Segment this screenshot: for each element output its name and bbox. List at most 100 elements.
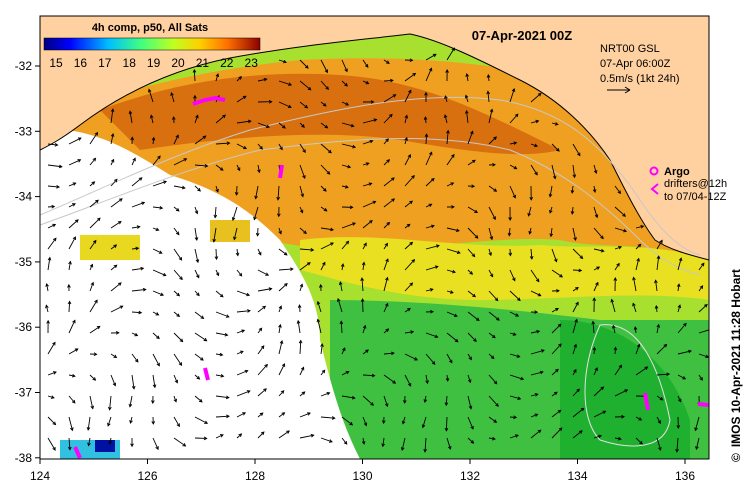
current-arrow-head — [316, 318, 321, 323]
current-arrow-head — [352, 222, 357, 226]
current-arrow-head — [548, 193, 553, 198]
current-time-label: 07-Apr 06:00Z — [600, 58, 671, 70]
current-arrow-head — [600, 235, 604, 240]
current-arrow — [446, 182, 454, 187]
current-arrow-head — [163, 180, 168, 185]
current-arrow-head — [636, 257, 640, 262]
current-arrow-head — [381, 420, 386, 425]
current-arrow-head — [92, 157, 97, 162]
current-arrow — [341, 59, 348, 72]
current-arrow — [297, 320, 301, 334]
current-arrow — [215, 434, 224, 439]
current-arrow — [255, 185, 259, 199]
current-arrow — [47, 437, 56, 451]
current-arrow-head — [225, 395, 230, 400]
current-arrow — [530, 371, 543, 376]
current-arrow-head — [130, 443, 134, 448]
current-arrow — [614, 227, 627, 232]
current-arrow — [698, 329, 709, 334]
current-arrow — [278, 390, 285, 397]
current-arrow — [572, 319, 578, 334]
current-arrow — [215, 353, 223, 356]
current-arrow-head — [296, 319, 301, 324]
current-arrow-head — [298, 339, 303, 344]
current-arrow-head — [555, 308, 559, 312]
current-arrow-head — [302, 149, 306, 154]
current-arrow — [551, 343, 562, 355]
current-arrow-head — [345, 370, 350, 375]
plot-area — [40, 16, 712, 459]
current-arrow-head — [258, 251, 262, 256]
current-arrow — [215, 142, 230, 145]
current-arrow-head — [117, 221, 122, 225]
current-arrow — [635, 416, 642, 421]
current-arrow — [68, 395, 76, 404]
current-arrow-head — [268, 287, 273, 291]
current-arrow — [402, 416, 406, 424]
current-arrow — [530, 143, 538, 147]
current-arrow-head — [443, 114, 448, 119]
current-arrow-head — [235, 252, 240, 257]
current-arrow-head — [363, 422, 368, 427]
current-arrow — [362, 119, 377, 124]
current-arrow — [173, 332, 183, 342]
current-arrow-head — [361, 261, 366, 266]
plot-frame — [39, 15, 710, 460]
current-arrow — [551, 248, 557, 262]
current-arrow — [129, 416, 133, 424]
current-arrow — [236, 433, 242, 439]
current-arrow-head — [50, 395, 55, 399]
current-arrow — [68, 219, 79, 229]
current-arrow-head — [493, 136, 497, 140]
current-arrow-head — [534, 310, 539, 314]
current-arrow — [257, 122, 270, 128]
current-arrow-head — [281, 363, 286, 367]
current-arrow — [632, 303, 637, 313]
current-arrow-head — [558, 343, 562, 348]
current-arrow-head — [278, 305, 283, 310]
current-arrow — [299, 262, 311, 271]
current-arrow-head — [409, 200, 413, 205]
argo-marker-icon — [649, 166, 659, 176]
current-arrow-head — [709, 328, 712, 331]
current-arrow-head — [429, 151, 433, 156]
current-arrow-head — [434, 334, 439, 339]
current-arrow-head — [324, 69, 328, 74]
current-arrow — [299, 101, 308, 109]
current-arrow-head — [72, 182, 77, 186]
current-arrow — [530, 248, 533, 259]
current-arrow — [635, 225, 644, 229]
current-arrow — [444, 114, 448, 124]
current-arrow — [572, 248, 583, 259]
current-arrow-head — [360, 298, 365, 302]
current-arrow-head — [449, 290, 454, 294]
current-arrow-head — [579, 255, 584, 260]
current-arrow-head — [450, 182, 455, 186]
current-arrow-head — [300, 366, 305, 371]
current-arrow-head — [265, 272, 270, 276]
current-arrow — [215, 374, 224, 377]
current-arrow-head — [592, 346, 597, 351]
current-arrow — [655, 280, 658, 292]
current-arrow-head — [602, 410, 607, 414]
current-arrow-head — [654, 304, 659, 309]
current-arrow — [362, 140, 373, 145]
current-arrow-head — [74, 219, 79, 223]
current-arrow — [551, 427, 563, 439]
current-arrow-head — [632, 302, 636, 307]
current-arrow — [488, 206, 496, 220]
current-arrow-head — [89, 263, 94, 268]
current-arrow-head — [129, 420, 133, 424]
current-arrow-head — [280, 390, 285, 394]
current-arrow — [446, 311, 458, 317]
current-arrow — [572, 287, 579, 292]
current-arrow-head — [683, 322, 687, 327]
current-arrow — [383, 328, 389, 334]
current-arrow — [278, 363, 285, 376]
current-arrow-head — [197, 187, 201, 192]
current-arrow-head — [676, 283, 681, 288]
current-arrow — [362, 395, 374, 406]
current-arrow — [488, 185, 497, 192]
current-arrow-head — [512, 194, 516, 199]
